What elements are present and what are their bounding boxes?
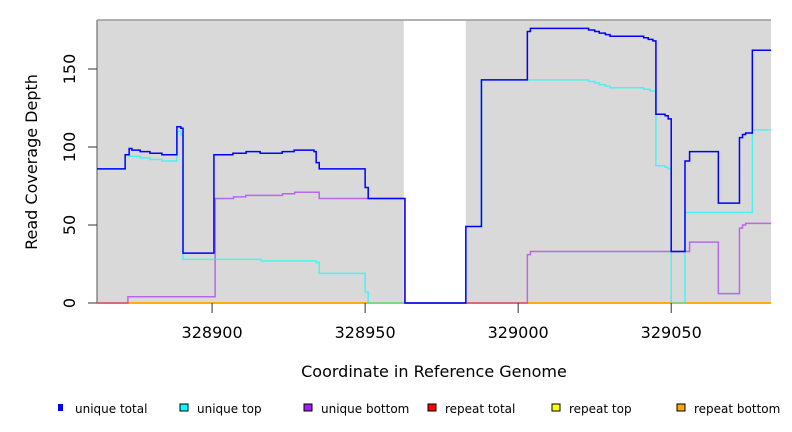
legend-label: unique top [197, 402, 262, 416]
y-tick-label: 150 [60, 54, 79, 85]
legend-label: unique total [75, 402, 147, 416]
legend-swatch [427, 403, 437, 412]
y-tick-label: 50 [60, 215, 79, 235]
covered-region [465, 20, 771, 303]
x-tick-label: 328950 [335, 323, 396, 342]
legend-item: unique top [179, 402, 262, 416]
legend-item: unique bottom [303, 402, 409, 416]
x-axis-title: Coordinate in Reference Genome [301, 362, 567, 381]
legend-label: repeat top [569, 402, 632, 416]
legend-label: repeat total [445, 402, 515, 416]
y-tick-label: 0 [60, 298, 79, 308]
x-tick-label: 329000 [488, 323, 549, 342]
legend-item: unique total [58, 402, 147, 416]
covered-region [97, 20, 404, 303]
legend: unique total unique top unique bottom repea… [58, 402, 780, 416]
legend-swatch [676, 403, 686, 412]
series-lines [97, 27, 771, 304]
x-axis: 328900 328950 329000 329050 [182, 303, 702, 342]
legend-item: repeat bottom [676, 402, 780, 416]
y-axis: 0 50 100 150 [60, 54, 97, 308]
legend-swatch [303, 403, 313, 412]
legend-swatch [58, 404, 63, 411]
legend-label: unique bottom [321, 402, 409, 416]
x-tick-label: 328900 [182, 323, 243, 342]
legend-swatch [179, 403, 189, 412]
y-axis-title: Read Coverage Depth [22, 74, 41, 250]
series-line-unique-total [97, 27, 771, 304]
legend-item: repeat total [427, 402, 515, 416]
legend-item: repeat top [551, 402, 632, 416]
legend-label: repeat bottom [694, 402, 780, 416]
plot-background [96, 20, 771, 303]
y-tick-label: 100 [60, 132, 79, 163]
legend-swatch [551, 403, 561, 412]
x-tick-label: 329050 [641, 323, 702, 342]
